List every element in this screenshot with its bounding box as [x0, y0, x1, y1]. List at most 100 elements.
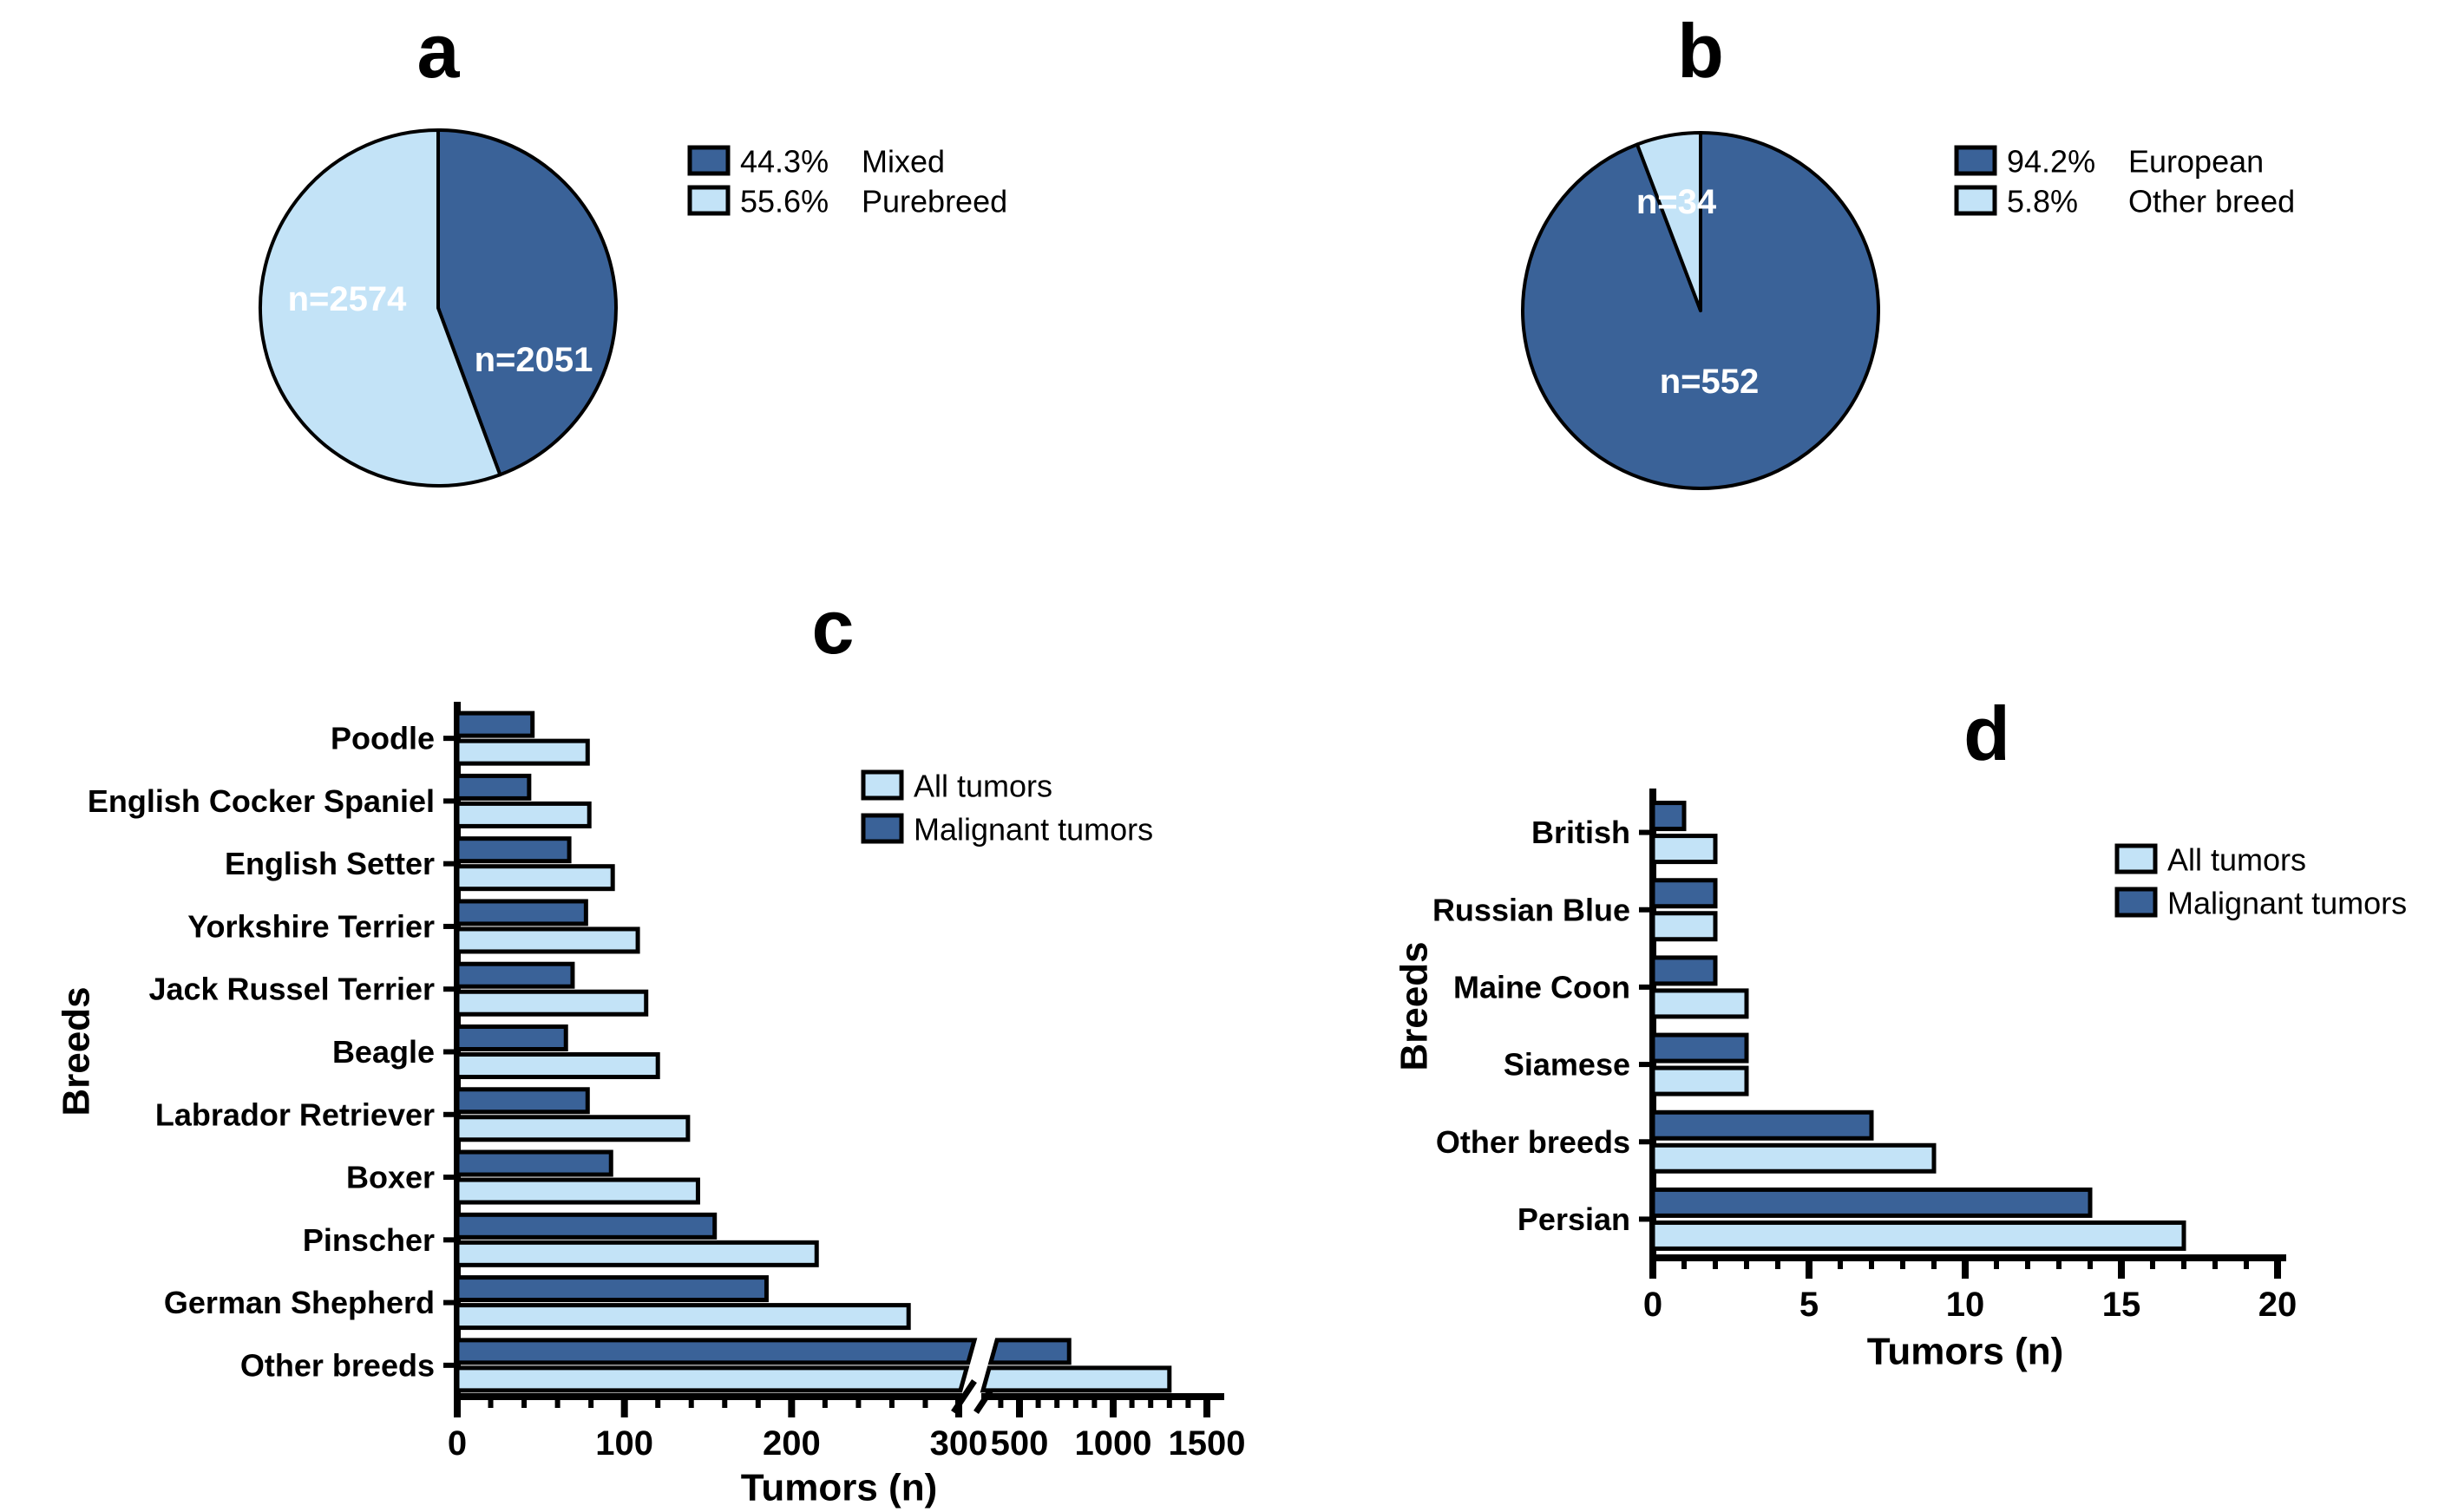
x-tick-label: 100 [595, 1424, 653, 1463]
pie-n-label: n=34 [1636, 183, 1717, 221]
legend-swatch [2114, 887, 2158, 918]
category-label: Poodle [331, 721, 435, 756]
legend-label: 5.8% [2007, 184, 2078, 219]
x-tick-label: 1500 [1169, 1424, 1246, 1463]
bar-all-russian-blue [1650, 911, 1718, 942]
legend-label: 44.3% [740, 144, 829, 180]
legend-label: Mixed [862, 144, 945, 180]
y-axis-title: Breeds [56, 986, 98, 1116]
legend-label: Malignant tumors [2167, 886, 2407, 921]
x-tick-label: 200 [763, 1424, 821, 1463]
bar-all-other-breeds [1650, 1142, 1937, 1174]
category-label: Pinscher [303, 1222, 435, 1258]
x-tick-label: 0 [1643, 1286, 1662, 1324]
bar-all-british [1650, 834, 1718, 865]
category-label: Other breeds [240, 1347, 435, 1383]
panel-d-bar-chart: 0 5 10 15 20 British Russian Blue Maine Coon Sia… [1393, 789, 2407, 1373]
bar-all-boxer [455, 1177, 700, 1205]
x-tick-label: 5 [1799, 1286, 1819, 1324]
bar-all-pinscher [455, 1240, 819, 1267]
category-label: Boxer [346, 1160, 435, 1195]
bar-all-german-shepherd [455, 1303, 911, 1331]
bar-malignant-persian [1650, 1187, 2093, 1218]
legend-swatch [1954, 145, 1997, 176]
x-tick-label: 300 [930, 1424, 988, 1463]
bar-malignant-jack-russel-terrier [455, 961, 575, 989]
pie-slice-purebreed [259, 128, 502, 488]
bar-all-siamese [1650, 1065, 1749, 1096]
category-label: Beagle [332, 1034, 435, 1070]
legend-swatch [1954, 185, 1997, 216]
bar-malignant-siamese [1650, 1032, 1749, 1064]
x-tick-label: 15 [2102, 1286, 2141, 1324]
bar-malignant-english-cocker-spaniel [455, 773, 532, 801]
legend-label: 55.6% [740, 184, 829, 219]
legend-label: European [2128, 144, 2264, 180]
bar-all-persian [1650, 1220, 2186, 1251]
legend-label: All tumors [914, 769, 1052, 804]
panel-c-bar-chart: 0 100 200 300 500 1000 1500 Poodle English Cocke… [56, 702, 1246, 1509]
pie-n-label: n=552 [1660, 363, 1760, 401]
bar-malignant-russian-blue [1650, 878, 1718, 909]
legend-swatch [2114, 843, 2158, 874]
bar-all-other-breeds-right [980, 1365, 1172, 1393]
x-tick-label: 0 [448, 1424, 467, 1463]
bar-all-maine-coon [1650, 988, 1749, 1019]
bar-malignant-boxer [455, 1149, 613, 1177]
bar-malignant-beagle [455, 1024, 568, 1051]
panel-d-letter: d [1963, 691, 2010, 776]
y-axis-title: Breeds [1393, 941, 1436, 1070]
panel-a-pie-chart: n=2051 n=2574 44.3% Mixed 55.6% Purebreed [259, 128, 1007, 488]
bar-malignant-maine-coon [1650, 955, 1718, 986]
pie-n-label: n=2574 [288, 280, 408, 318]
bar-malignant-german-shepherd [455, 1275, 769, 1303]
legend-swatch [687, 145, 731, 176]
bar-all-other-breeds-left [455, 1365, 970, 1393]
x-axis-title: Tumors (n) [741, 1467, 938, 1509]
bar-malignant-pinscher [455, 1212, 718, 1240]
category-label: Jack Russel Terrier [148, 972, 435, 1007]
category-label: British [1531, 815, 1630, 850]
bar-malignant-british [1650, 801, 1687, 832]
panel-a-letter: a [416, 8, 460, 94]
bar-all-english-cocker-spaniel [455, 801, 592, 828]
x-tick-label: 500 [991, 1424, 1049, 1463]
bar-all-english-setter [455, 864, 615, 892]
category-label: Yorkshire Terrier [187, 908, 435, 944]
legend-label: 94.2% [2007, 144, 2095, 180]
pie-n-label: n=2051 [475, 341, 593, 379]
legend-label: Other breed [2128, 184, 2295, 219]
panel-b-letter: b [1677, 8, 1724, 94]
bar-malignant-poodle [455, 710, 535, 738]
bar-malignant-english-setter [455, 836, 572, 864]
category-label: English Setter [225, 846, 435, 881]
category-label: Persian [1517, 1201, 1630, 1237]
pie-slice-other-breed [1635, 131, 1702, 312]
legend-label: Purebreed [862, 184, 1007, 219]
category-label: English Cocker Spaniel [88, 783, 435, 819]
bar-all-beagle [455, 1052, 660, 1079]
bar-malignant-other-breeds-right [987, 1338, 1072, 1365]
legend-label: All tumors [2167, 842, 2306, 878]
bar-all-labrador-retriever [455, 1115, 691, 1142]
legend-label: Malignant tumors [914, 812, 1153, 848]
bar-malignant-other-breeds [1650, 1109, 1874, 1141]
category-label: Siamese [1504, 1047, 1630, 1083]
x-tick-label: 1000 [1075, 1424, 1152, 1463]
bar-all-yorkshire-terrier [455, 926, 640, 954]
x-tick-label: 10 [1946, 1286, 1985, 1324]
bar-malignant-yorkshire-terrier [455, 899, 588, 926]
legend-swatch [861, 769, 904, 801]
category-label: Maine Coon [1453, 969, 1630, 1005]
bar-malignant-labrador-retriever [455, 1087, 590, 1115]
legend-swatch [861, 813, 904, 844]
pie-slice-mixed [436, 128, 618, 477]
category-label: Other breeds [1436, 1124, 1630, 1160]
category-label: Labrador Retriever [155, 1096, 435, 1132]
bar-malignant-other-breeds-left [455, 1338, 978, 1365]
legend-swatch [687, 185, 731, 216]
panel-c-letter: c [811, 584, 855, 670]
category-label: Russian Blue [1432, 892, 1630, 927]
x-tick-label: 20 [2258, 1286, 2298, 1324]
